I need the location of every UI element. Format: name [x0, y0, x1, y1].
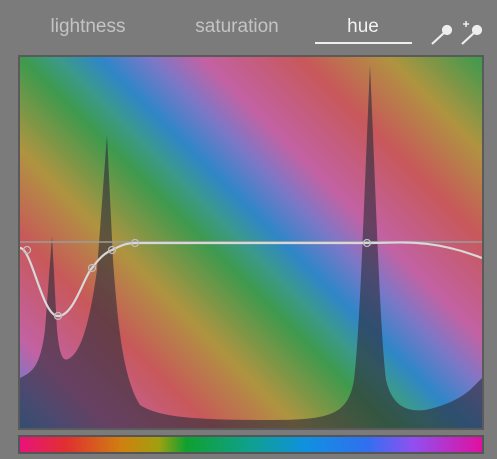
graph[interactable] [20, 57, 482, 428]
hue-color-bar [20, 437, 482, 452]
tab-saturation[interactable]: saturation [195, 16, 278, 37]
picker-set-icon[interactable] [461, 21, 483, 45]
picker-icon[interactable] [431, 24, 453, 45]
tab-hue[interactable]: hue [347, 16, 379, 37]
curve-nodes[interactable] [22, 238, 372, 321]
tab-lightness[interactable]: lightness [51, 16, 126, 37]
active-tab-underline [315, 42, 412, 44]
histogram [20, 65, 482, 428]
hue-curve[interactable] [20, 241, 482, 318]
